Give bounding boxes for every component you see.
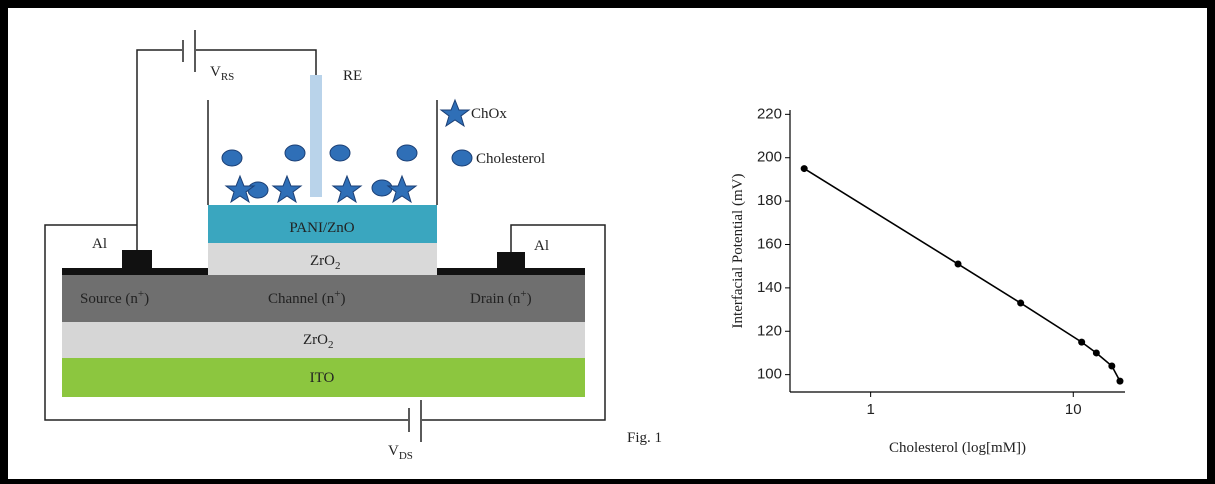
x-tick-label: 1 [866,401,874,418]
label-tail: ) [144,291,149,307]
data-point [1017,300,1024,307]
label-tail: ) [340,291,345,307]
data-point [955,261,962,268]
cholesterol [222,150,242,166]
label-sub: 2 [328,339,334,351]
legend-cholesterol: Cholesterol [476,151,545,167]
label-sub: RS [221,71,234,83]
label-main: Source (n [80,291,138,307]
cholesterol [285,145,305,161]
label-main: Channel (n [268,291,335,307]
data-point [801,165,808,172]
label-main: ZrO [310,253,335,269]
cholesterol [248,182,268,198]
y-tick-label: 100 [757,366,782,383]
data-point [1108,362,1115,369]
label-tail: ) [527,291,532,307]
label-main: V [210,64,221,80]
y-tick-label: 120 [757,322,782,339]
x-axis-label: Cholesterol (log[mM]) [889,440,1026,456]
al-label: Al [534,238,549,254]
reference-electrode [310,75,322,197]
x-tick-label: 10 [1065,401,1082,418]
y-axis-label: Interfacial Potential (mV) [730,174,746,329]
label-sub: DS [399,450,413,462]
label-sub: 2 [335,260,341,272]
cholesterol [397,145,417,161]
data-point [1116,378,1123,385]
y-tick-label: 220 [757,105,782,122]
cholesterol [452,150,472,166]
label-main: ZrO [303,332,328,348]
legend-chox: ChOx [471,106,507,122]
al-label: Al [92,236,107,252]
canvas [8,8,1207,479]
data-point [1093,349,1100,356]
y-tick-label: 160 [757,235,782,252]
pani-label: PANI/ZnO [289,220,354,236]
ito-label: ITO [310,370,335,386]
label-main: V [388,443,399,459]
y-tick-label: 200 [757,149,782,166]
data-point [1078,339,1085,346]
al-pad [122,250,152,268]
y-tick-label: 180 [757,192,782,209]
figure: VRS RE ChOx Cholesterol PANI/ZnO ZrO2 Al… [0,0,1215,479]
page: VRS RE ChOx Cholesterol PANI/ZnO ZrO2 Al… [0,0,1215,479]
caption: Fig. 1 [627,430,662,446]
cholesterol [372,180,392,196]
channel-label: Channel (n+) [268,288,345,307]
re-label: RE [343,68,362,84]
cholesterol [330,145,350,161]
label-main: Drain (n [470,291,521,307]
y-tick-label: 140 [757,279,782,296]
al-pad [497,252,525,268]
